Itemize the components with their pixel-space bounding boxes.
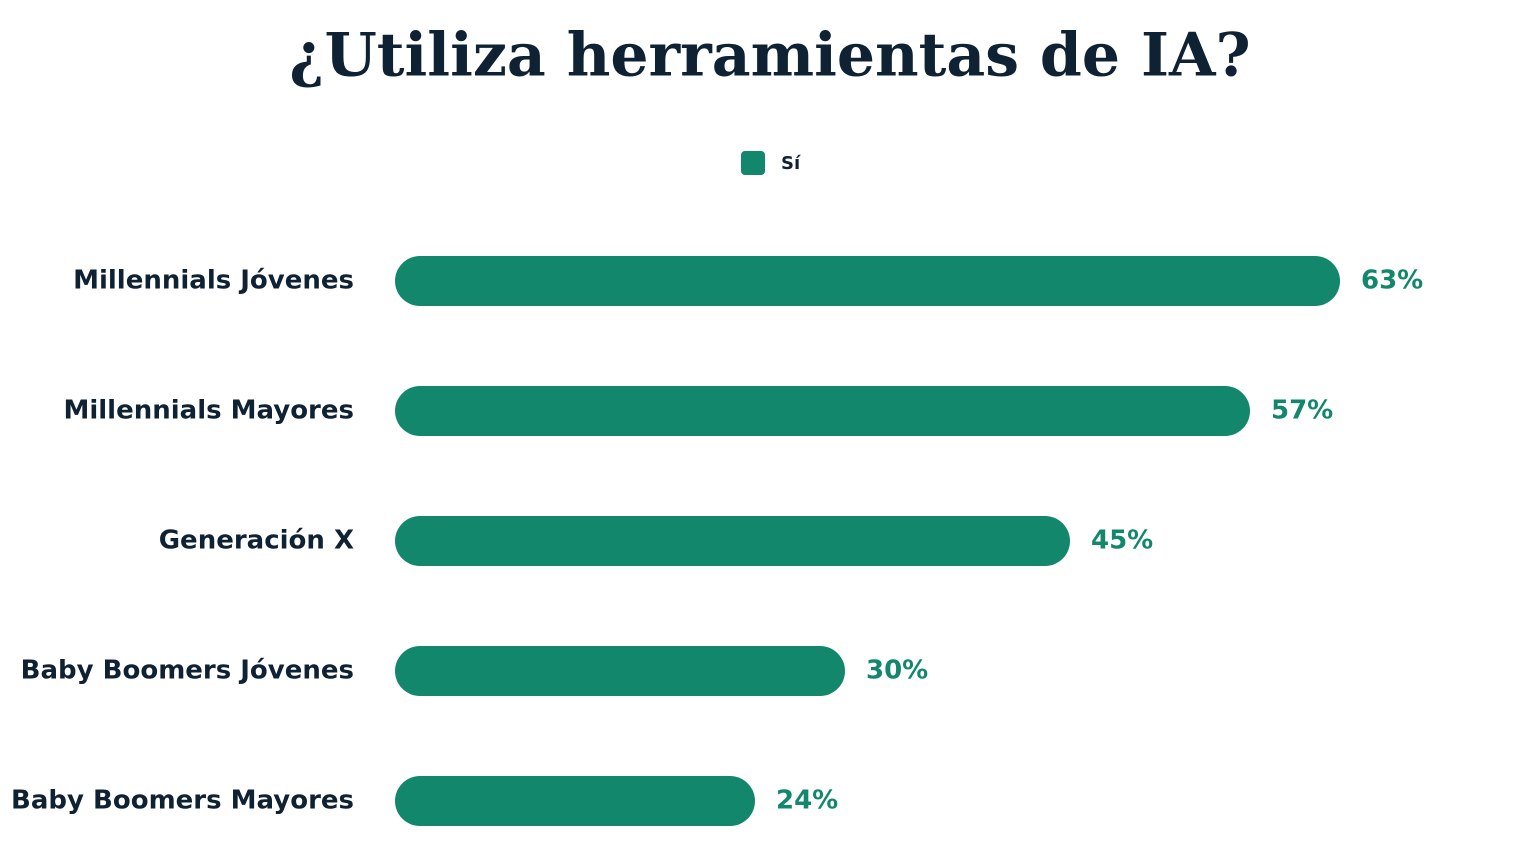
bar — [395, 776, 755, 826]
category-label: Baby Boomers Mayores — [11, 786, 354, 816]
category-label: Millennials Jóvenes — [73, 266, 354, 296]
value-label: 57% — [1271, 396, 1333, 426]
category-label: Baby Boomers Jóvenes — [21, 656, 354, 686]
legend-label: Sí — [781, 153, 801, 174]
legend-swatch — [741, 151, 765, 175]
bar — [395, 516, 1070, 566]
bar — [395, 646, 845, 696]
value-label: 30% — [866, 656, 928, 686]
value-label: 45% — [1091, 526, 1153, 556]
bar — [395, 386, 1250, 436]
category-label: Millennials Mayores — [63, 396, 354, 426]
chart-title: ¿Utiliza herramientas de IA? — [289, 21, 1250, 91]
bar — [395, 256, 1340, 306]
category-label: Generación X — [159, 526, 354, 556]
value-label: 24% — [776, 786, 838, 816]
value-label: 63% — [1361, 266, 1423, 296]
